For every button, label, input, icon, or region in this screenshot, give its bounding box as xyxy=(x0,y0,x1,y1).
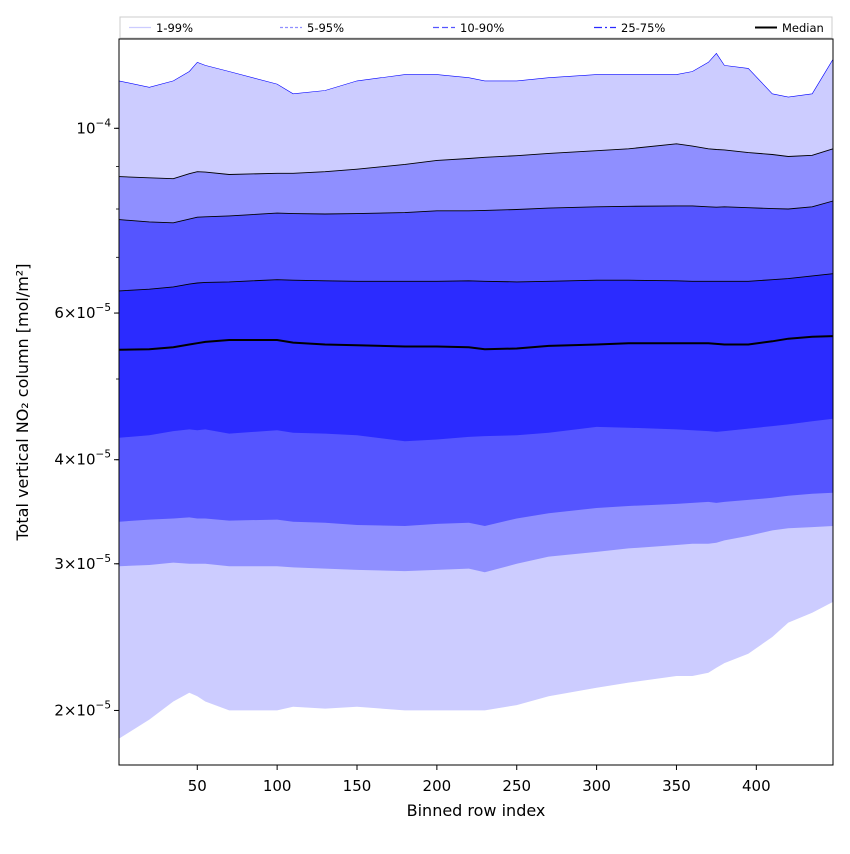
legend-box xyxy=(119,16,833,39)
y-axis: 2×10−5 3×10−5 4×10−5 6×10−5 10−4 xyxy=(54,117,119,719)
x-tick-label: 300 xyxy=(582,777,611,795)
band-upper-edge-5-95% xyxy=(118,143,834,180)
y-axis-label: Total vertical NO₂ column [mol/m²] xyxy=(13,264,32,542)
plot-frame xyxy=(118,38,834,766)
x-tick-label: 400 xyxy=(742,777,771,795)
band-25-75% xyxy=(119,273,833,442)
legend-label-1-99%: 1-99% xyxy=(156,21,193,35)
legend-label-5-95%: 5-95% xyxy=(307,21,344,35)
band-upper-edge-10-90% xyxy=(118,200,834,224)
legend-label-Median: Median xyxy=(782,21,824,35)
y-tick-label: 10−4 xyxy=(76,117,111,137)
legend: 1-99% 5-95% 10-90% 25-75% Median xyxy=(119,16,833,39)
x-tick-label: 50 xyxy=(188,777,207,795)
x-tick-label: 250 xyxy=(502,777,531,795)
y-tick-label: 2×10−5 xyxy=(54,699,111,719)
x-tick-label: 200 xyxy=(423,777,452,795)
y-tick-label: 6×10−5 xyxy=(54,302,111,322)
x-tick-label: 150 xyxy=(343,777,372,795)
x-axis-label: Binned row index xyxy=(407,801,546,820)
band-upper-edge-1-99% xyxy=(118,52,834,98)
bands-layer xyxy=(118,52,834,739)
median-line xyxy=(118,335,834,351)
legend-label-25-75%: 25-75% xyxy=(621,21,665,35)
x-axis: 50 100 150 200 250 300 350 400 xyxy=(188,765,771,795)
median-layer xyxy=(118,335,834,351)
x-tick-label: 350 xyxy=(662,777,691,795)
y-tick-label: 4×10−5 xyxy=(54,449,111,469)
legend-label-10-90%: 10-90% xyxy=(460,21,504,35)
x-tick-label: 100 xyxy=(263,777,292,795)
band-upper-edge-25-75% xyxy=(118,273,834,292)
y-tick-label: 3×10−5 xyxy=(54,553,111,573)
